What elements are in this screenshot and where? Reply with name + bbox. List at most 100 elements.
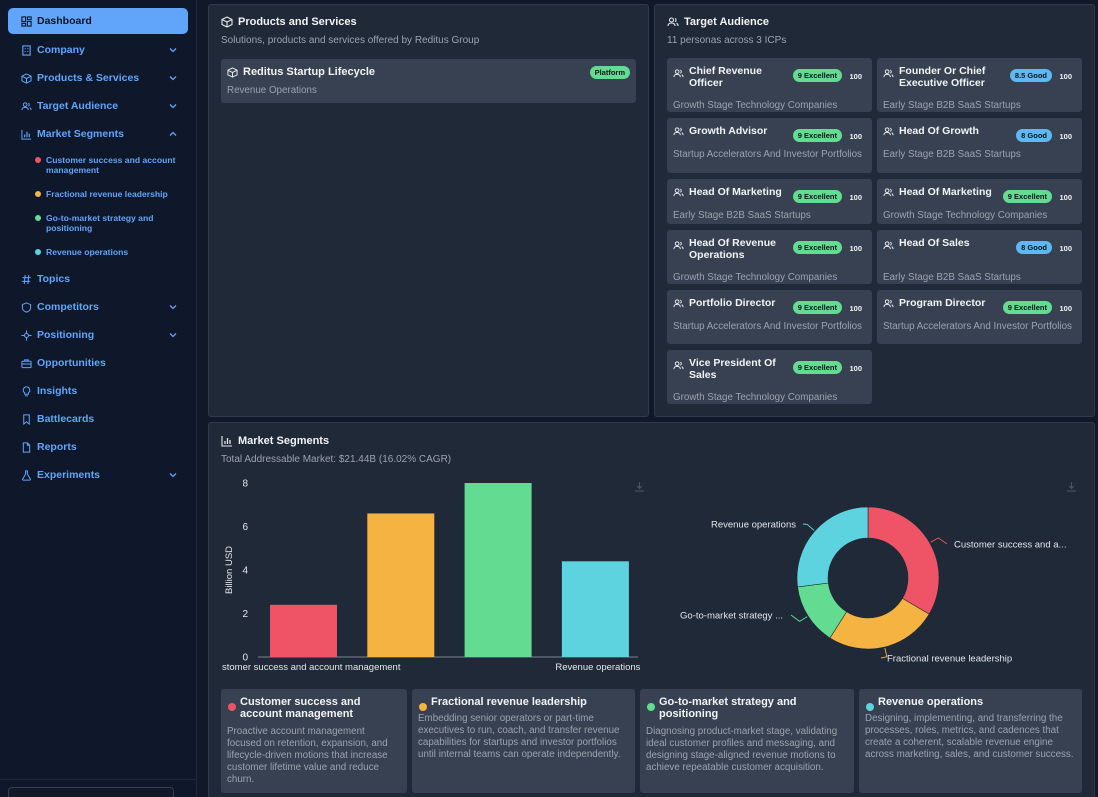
sidebar-item-insights[interactable]: Insights: [8, 378, 188, 404]
flask-icon: [22, 469, 31, 481]
persona-card[interactable]: Growth Advisor 9 Excellent 100 Startup Acce…: [667, 118, 872, 173]
chevron-down-icon[interactable]: [168, 101, 178, 111]
sidebar-item-label: Target Audience: [37, 100, 119, 112]
download-icon[interactable]: [1067, 482, 1076, 492]
chevron-down-icon[interactable]: [168, 470, 178, 480]
chevron-down-icon[interactable]: [168, 45, 178, 55]
persona-rating-badge: 8 Good: [1016, 129, 1052, 142]
persona-card[interactable]: Founder Or Chief Executive Officer 8.5 Go…: [877, 58, 1082, 112]
chevron-down-icon[interactable]: [168, 302, 178, 312]
sidebar-item-topics[interactable]: Topics: [8, 266, 188, 292]
chevron-down-icon[interactable]: [168, 73, 178, 83]
segment-dot: [647, 703, 655, 711]
y-tick-label: 0: [242, 653, 248, 664]
product-card[interactable]: Reditus Startup Lifecycle Revenue Operat…: [221, 59, 636, 103]
persona-card[interactable]: Chief Revenue Officer 9 Excellent 100 Growt…: [667, 58, 872, 112]
segment-card-fractional[interactable]: Fractional revenue leadership Embedding …: [412, 689, 635, 793]
persona-title: Portfolio Director: [689, 297, 776, 309]
y-tick-label: 2: [242, 609, 248, 620]
box-icon: [21, 72, 32, 84]
persona-card[interactable]: Program Director 9 Excellent 100 Startup Ac…: [877, 290, 1082, 344]
sidebar-item-battlecards[interactable]: Battlecards: [8, 406, 188, 432]
audience-panel-title: Target Audience: [667, 16, 769, 28]
donut-leader-line: [802, 523, 815, 531]
sidebar-item-reports[interactable]: Reports: [8, 434, 188, 460]
sidebar-item-label: Reports: [37, 441, 77, 453]
users-icon: [883, 69, 894, 78]
donut-leader-line: [930, 537, 948, 545]
sidebar-item-target-audience[interactable]: Target Audience: [8, 93, 188, 119]
segment-card-gtm[interactable]: Go-to-market strategy and positioning Di…: [640, 689, 854, 793]
persona-card[interactable]: Head Of Revenue Operations 9 Excellent 100…: [667, 230, 872, 284]
persona-icp: Growth Stage Technology Companies: [673, 392, 838, 403]
sidebar-item-label: Battlecards: [37, 413, 95, 425]
persona-card[interactable]: Vice President Of Sales 9 Excellent 100 Gro…: [667, 350, 872, 404]
sidebar-subitem-label: Revenue operations: [46, 247, 129, 257]
sidebar-item-experiments[interactable]: Experiments: [8, 462, 188, 488]
persona-score: 100: [1059, 304, 1072, 313]
persona-title: Founder Or Chief Executive Officer: [899, 65, 986, 89]
persona-card[interactable]: Head Of Marketing 9 Excellent 100 Growth St…: [877, 179, 1082, 224]
sidebar-subitem-label: Fractional revenue leadership: [46, 189, 168, 199]
persona-rating-badge: 9 Excellent: [792, 129, 842, 142]
persona-title: Program Director: [899, 297, 986, 309]
donut-slice-label: Fractional revenue leadership: [887, 654, 1012, 665]
sidebar-search-input[interactable]: [8, 787, 174, 797]
donut-slice-4: [796, 506, 869, 588]
sidebar-item-label: Competitors: [37, 301, 99, 313]
donut-leader-line: [790, 614, 808, 622]
products-panel-title: Products and Services: [221, 16, 357, 28]
sidebar-item-products[interactable]: Products & Services: [8, 65, 188, 91]
sidebar-item-label: Company: [37, 44, 85, 56]
y-axis-label: Billion USD: [224, 546, 235, 594]
bookmark-icon: [23, 413, 30, 425]
persona-score: 100: [849, 72, 862, 81]
sidebar-subitem-label: Go-to-market strategy and positioning: [46, 213, 154, 233]
users-icon: [883, 188, 894, 197]
persona-card[interactable]: Head Of Growth 8 Good 100 Early Stage B2B S…: [877, 118, 1082, 173]
dashboard-icon: [21, 15, 32, 27]
sidebar-item-company[interactable]: Company: [8, 37, 188, 63]
persona-score: 100: [849, 132, 862, 141]
persona-icp: Early Stage B2B SaaS Startups: [883, 100, 1021, 111]
chart-icon: [21, 129, 32, 140]
segment-card-customer-success[interactable]: Customer success and account management …: [221, 689, 407, 793]
segment-dot: [35, 191, 41, 197]
y-tick-label: 8: [242, 479, 248, 490]
sidebar-subitem-fractional[interactable]: Fractional revenue leadership: [35, 189, 185, 199]
persona-card[interactable]: Portfolio Director 9 Excellent 100 Startup …: [667, 290, 872, 344]
download-icon[interactable]: [635, 482, 644, 492]
sidebar-item-market-segments[interactable]: Market Segments: [8, 121, 188, 147]
sidebar-item-opportunities[interactable]: Opportunities: [8, 350, 188, 376]
persona-card[interactable]: Head Of Marketing 9 Excellent 100 Early Sta…: [667, 179, 872, 224]
chevron-down-icon[interactable]: [168, 330, 178, 340]
users-icon: [673, 241, 684, 250]
persona-rating-badge: 9 Excellent: [792, 241, 842, 254]
chevron-up-icon[interactable]: [168, 129, 178, 139]
segment-card-revops[interactable]: Revenue operations Designing, implementi…: [859, 689, 1082, 793]
sidebar-footer: [0, 779, 197, 797]
persona-rating-badge: 8.5 Good: [1009, 69, 1052, 82]
bar-chart: 0 2 4 6 8 Billion USD stomer success and acco…: [222, 479, 644, 673]
sidebar-item-positioning[interactable]: Positioning: [8, 322, 188, 348]
sidebar-item-dashboard[interactable]: Dashboard: [8, 8, 188, 34]
products-panel-subtitle: Solutions, products and services offered…: [221, 35, 480, 46]
target-audience-panel: Target Audience 11 personas across 3 ICP…: [654, 4, 1095, 417]
chart-icon: [221, 436, 232, 447]
sidebar-subitem-revops[interactable]: Revenue operations: [35, 247, 185, 257]
donut-chart: Customer success and a... Fractional reve…: [680, 482, 1076, 665]
users-icon: [673, 69, 684, 78]
segment-dot: [419, 703, 427, 711]
segment-dot: [228, 703, 236, 711]
persona-card[interactable]: Head Of Sales 8 Good 100 Early Stage B2B Sa…: [877, 230, 1082, 284]
sidebar-item-label: Market Segments: [37, 128, 124, 140]
file-icon: [22, 441, 31, 453]
box-icon: [221, 16, 233, 28]
building-icon: [22, 44, 31, 56]
sidebar-subitem-gtm[interactable]: Go-to-market strategy and positioning: [35, 213, 185, 233]
sidebar-item-competitors[interactable]: Competitors: [8, 294, 188, 320]
sidebar-subitem-customer-success[interactable]: Customer success and account management: [35, 155, 185, 175]
y-tick-label: 6: [242, 522, 248, 533]
donut-slice-1: [867, 506, 940, 615]
users-icon: [673, 361, 684, 370]
